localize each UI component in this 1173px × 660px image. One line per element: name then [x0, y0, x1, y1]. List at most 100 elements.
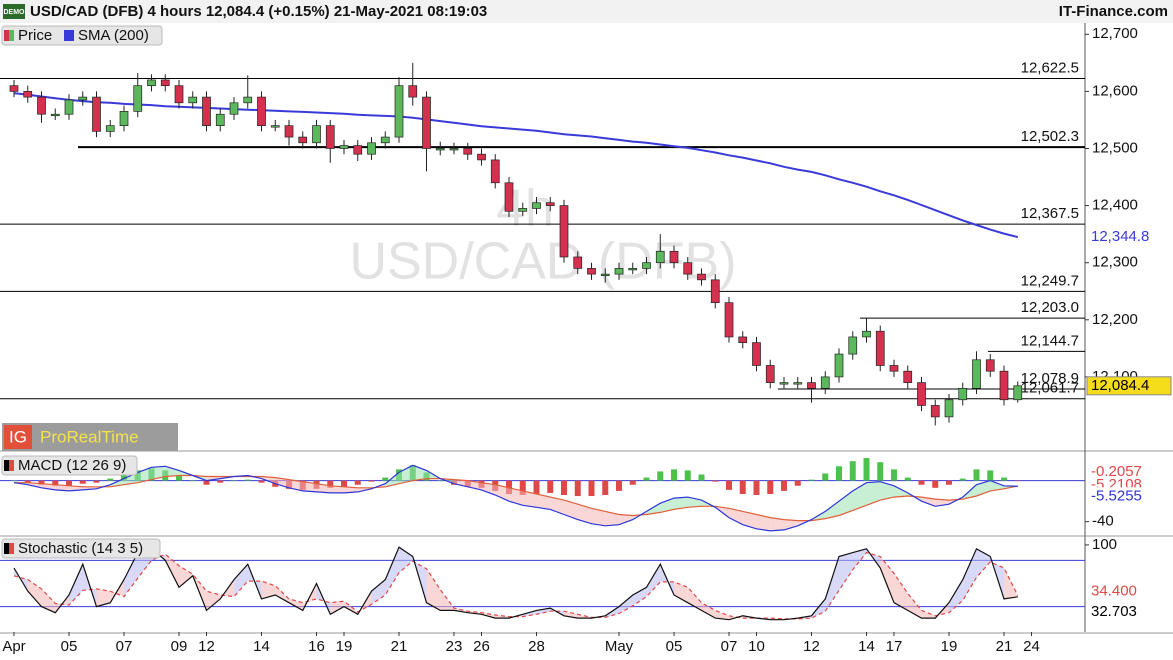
line-fill	[234, 564, 248, 597]
legend-box	[1, 455, 138, 476]
candle-body	[215, 113, 225, 126]
line-fill	[880, 481, 894, 501]
level-label: 12,078.9	[1021, 370, 1079, 387]
x-tick-label: 07	[721, 638, 738, 655]
histogram-bar	[121, 474, 127, 481]
histogram-bar	[657, 471, 664, 481]
line-fill	[674, 581, 688, 603]
candle-body	[380, 136, 390, 144]
candle-body	[724, 302, 734, 338]
candle-body	[972, 359, 981, 389]
brand-logo: IG	[9, 427, 27, 446]
histogram-bar	[38, 480, 45, 485]
histogram-bar	[341, 480, 347, 487]
stoch-k-line	[13, 546, 1018, 621]
histogram-bar	[739, 480, 746, 494]
candle-body	[325, 125, 335, 149]
y-tick-label: 12,400	[1092, 197, 1138, 214]
candle-body	[614, 268, 624, 275]
value-label: -5.5255	[1091, 487, 1142, 504]
candle-body	[92, 96, 101, 132]
level-label: 12,203.0	[1021, 299, 1079, 316]
line-fill	[275, 585, 289, 603]
candle-body	[642, 262, 651, 269]
x-tick-label: 14	[858, 638, 875, 655]
candle-body	[669, 250, 679, 264]
candle-body	[600, 273, 610, 276]
candle-body	[394, 85, 404, 138]
x-tick-label: 07	[116, 638, 133, 655]
legend-swatch	[9, 543, 14, 554]
line-fill	[289, 598, 303, 611]
candle-body	[958, 387, 968, 401]
legend-swatch	[64, 30, 69, 41]
line-fill	[852, 548, 867, 570]
line-fill	[41, 588, 56, 613]
level-label: 12,144.7	[1021, 332, 1079, 349]
line-fill	[674, 497, 688, 510]
candle-body	[463, 148, 473, 155]
line-fill	[825, 501, 839, 519]
y-tick-label: 12,700	[1092, 25, 1138, 42]
candle-body	[9, 85, 19, 92]
y-tick-label: 100	[1092, 536, 1117, 553]
x-tick-label: 12	[803, 638, 820, 655]
header-bar	[0, 0, 1173, 23]
line-fill	[1004, 568, 1018, 599]
legend-swatch	[4, 460, 9, 471]
candle-body	[504, 182, 514, 212]
line-fill	[921, 497, 936, 507]
candle-body	[353, 145, 363, 155]
histogram-bar	[794, 480, 801, 486]
level-label: 12,502.3	[1021, 128, 1079, 145]
candle-body	[188, 96, 198, 104]
candle-body	[119, 111, 129, 126]
histogram-bar	[189, 480, 196, 482]
line-fill	[894, 485, 908, 498]
x-tick-label: 12	[198, 638, 215, 655]
x-tick-label: 17	[886, 638, 903, 655]
histogram-bar	[519, 480, 526, 495]
line-fill	[536, 493, 551, 510]
histogram-bar	[918, 480, 925, 485]
line-fill	[275, 477, 289, 488]
chart-title: USD/CAD (DFB) 4 hours 12,084.4 (+0.15%) …	[30, 3, 487, 20]
histogram-bar	[93, 480, 100, 483]
line-fill	[715, 610, 729, 620]
line-fill	[880, 556, 894, 603]
line-fill	[454, 479, 468, 487]
x-tick-label: 14	[253, 638, 270, 655]
candle-body	[490, 159, 500, 184]
source: IT-Finance.com	[1059, 3, 1168, 20]
line-fill	[536, 608, 551, 615]
candle-body	[628, 268, 638, 271]
x-tick-label: 05	[666, 638, 683, 655]
histogram-bar	[822, 473, 829, 481]
histogram-bar	[849, 461, 856, 481]
candle-body	[752, 342, 761, 366]
candle-body	[820, 376, 830, 389]
value-label-box	[1086, 376, 1172, 396]
histogram-bar	[712, 480, 719, 482]
value-label: 32.703	[1091, 603, 1137, 620]
x-tick-label: 19	[941, 638, 958, 655]
candle-body	[339, 145, 349, 149]
line-fill	[481, 482, 496, 495]
line-fill	[179, 565, 193, 588]
value-label: 12,084.4	[1091, 377, 1149, 394]
line-fill	[605, 511, 619, 526]
line-fill	[426, 568, 441, 611]
candle-body	[312, 125, 321, 144]
line-fill	[839, 552, 853, 591]
candle-body	[243, 96, 253, 104]
histogram-bar	[547, 480, 554, 493]
candle-body	[160, 79, 170, 87]
candle-body	[862, 330, 871, 338]
histogram-bar	[354, 480, 361, 485]
candle-body	[697, 273, 706, 281]
line-fill	[976, 548, 991, 578]
x-tick-label: May	[605, 638, 634, 655]
candle-body	[532, 202, 541, 209]
histogram-bar	[767, 480, 774, 494]
histogram-bar	[1014, 480, 1021, 482]
